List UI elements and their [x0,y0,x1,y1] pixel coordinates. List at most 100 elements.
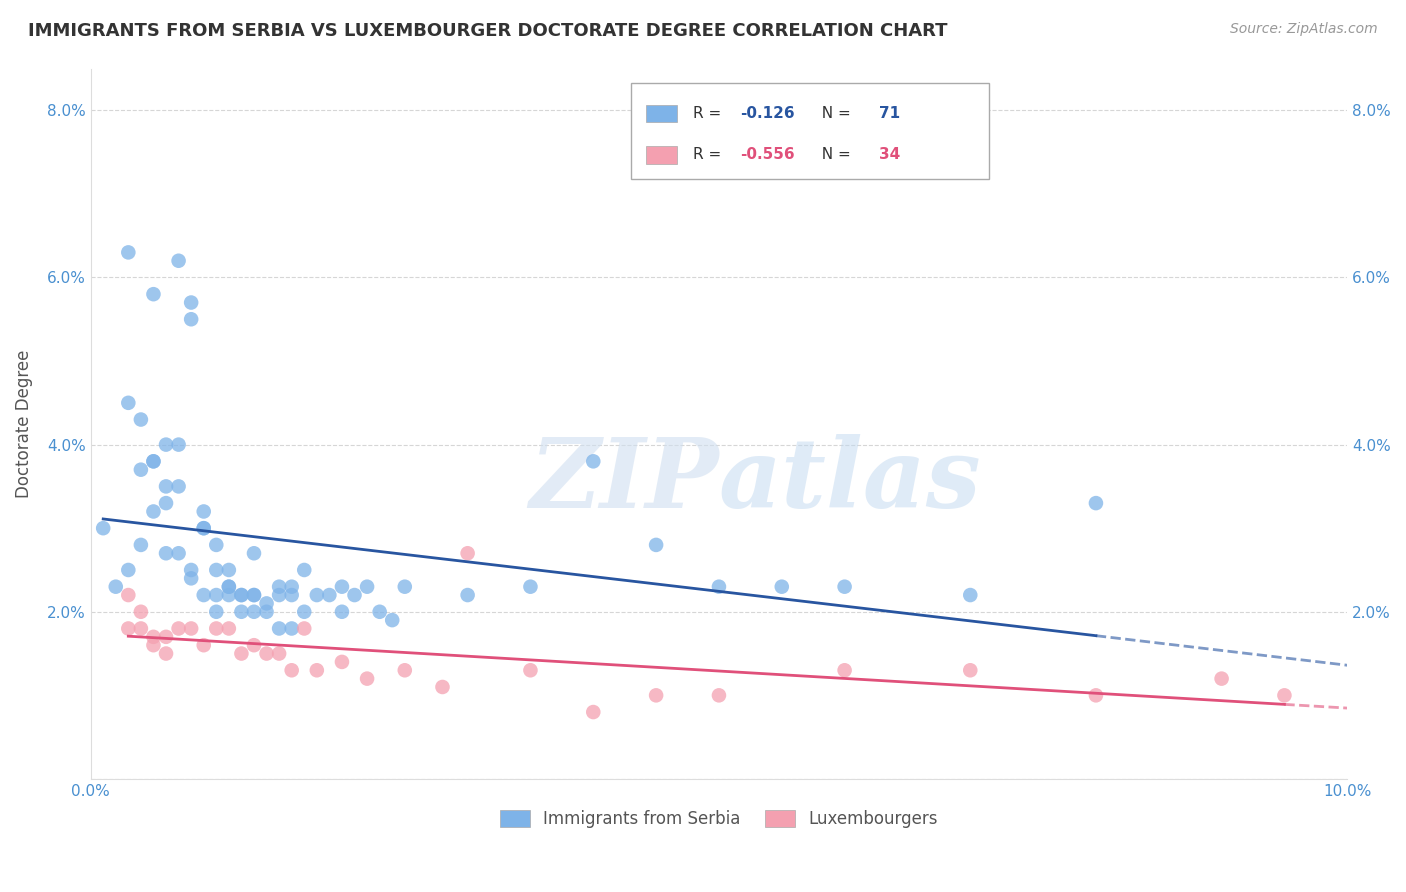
Y-axis label: Doctorate Degree: Doctorate Degree [15,350,32,498]
Point [142,504,165,518]
Point [292,622,315,636]
Point [519,663,541,677]
Point [269,588,291,602]
Point [457,588,479,602]
Point [117,588,139,602]
Point [269,622,291,636]
Point [218,580,240,594]
Point [129,538,152,552]
Point [269,580,291,594]
Point [356,672,378,686]
Point [218,622,240,636]
Point [180,295,202,310]
Point [193,521,215,535]
Point [269,647,291,661]
Bar [647,145,678,163]
Text: IMMIGRANTS FROM SERBIA VS LUXEMBOURGER DOCTORATE DEGREE CORRELATION CHART: IMMIGRANTS FROM SERBIA VS LUXEMBOURGER D… [28,22,948,40]
Point [707,689,730,703]
Point [394,580,416,594]
Text: -0.556: -0.556 [741,147,794,162]
Point [167,546,190,560]
Point [117,396,139,410]
Point [231,605,253,619]
Point [256,596,278,610]
Point [645,538,668,552]
Point [231,588,253,602]
Point [180,312,202,326]
Text: Source: ZipAtlas.com: Source: ZipAtlas.com [1230,22,1378,37]
Point [243,588,266,602]
Point [155,647,177,661]
Point [1084,689,1107,703]
Point [318,588,340,602]
Text: atlas: atlas [718,434,981,527]
Point [117,622,139,636]
Point [243,546,266,560]
Point [193,521,215,535]
Text: 34: 34 [879,147,900,162]
Point [167,622,190,636]
Point [142,630,165,644]
Point [432,680,454,694]
Text: N =: N = [811,106,856,121]
Point [205,588,228,602]
Point [218,563,240,577]
Point [457,546,479,560]
Point [1084,496,1107,510]
Bar [647,104,678,122]
Text: R =: R = [693,106,725,121]
Point [180,571,202,585]
Point [218,580,240,594]
Point [129,622,152,636]
Legend: Immigrants from Serbia, Luxembourgers: Immigrants from Serbia, Luxembourgers [494,803,945,835]
Point [193,504,215,518]
Point [330,655,353,669]
Point [256,647,278,661]
Point [180,563,202,577]
Point [142,454,165,468]
Point [582,454,605,468]
Point [231,647,253,661]
Point [330,580,353,594]
Point [231,588,253,602]
Point [193,588,215,602]
Point [1274,689,1296,703]
Point [645,689,668,703]
Point [205,538,228,552]
Text: 71: 71 [879,106,900,121]
Point [155,546,177,560]
Point [243,605,266,619]
Point [959,588,981,602]
Point [368,605,391,619]
Point [129,463,152,477]
Point [292,563,315,577]
Point [91,521,114,535]
Point [381,613,404,627]
Point [155,437,177,451]
Point [180,622,202,636]
Point [129,605,152,619]
Point [129,412,152,426]
Point [155,479,177,493]
Point [205,605,228,619]
Point [205,563,228,577]
Point [142,287,165,301]
Point [707,580,730,594]
Point [243,638,266,652]
Point [305,663,328,677]
Point [193,638,215,652]
Point [394,663,416,677]
Point [218,588,240,602]
Point [117,245,139,260]
Point [834,580,856,594]
Point [256,605,278,619]
Point [292,605,315,619]
Point [280,663,302,677]
Point [330,605,353,619]
Point [142,638,165,652]
Point [519,580,541,594]
Point [117,563,139,577]
Point [1211,672,1233,686]
Point [582,705,605,719]
Text: N =: N = [811,147,856,162]
